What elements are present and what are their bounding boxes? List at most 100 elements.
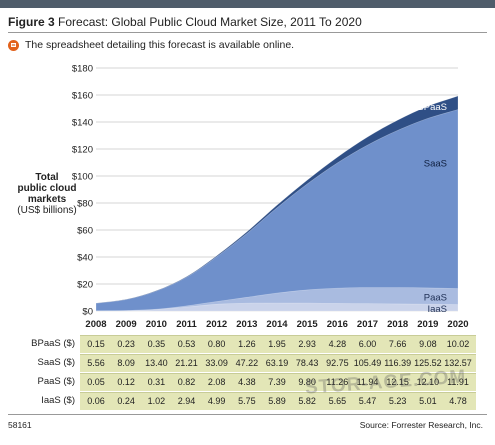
table-cell: 10.02 [446,339,470,349]
table-cell: 4.28 [328,339,347,349]
table-cell: 92.75 [326,358,349,368]
row-label-saas: SaaS ($) [37,357,76,368]
y-tick-label-9: $180 [72,64,93,75]
saas-series-label: SaaS [424,159,447,170]
year-label-2018: 2018 [387,319,409,330]
y-tick-label-4: $80 [77,199,93,210]
table-cell: 7.66 [388,339,407,349]
table-cell: 9.08 [419,339,437,349]
table-cell: 5.47 [358,396,377,406]
table-cell: 13.40 [145,358,168,368]
table-cell: 11.94 [356,377,379,387]
row-label-iaas: IaaS ($) [41,395,75,406]
table-cell: 7.39 [268,377,286,387]
year-label-2020: 2020 [447,319,469,330]
table-row-bpaas: BPaaS ($) 0.15 0.23 0.35 0.53 0.80 1.26 1.95 2.9… [0,335,495,353]
y-tick-layer: $0 $20 $40 $60 $80 $100 $120 $140 $160 $180 [72,64,93,318]
table-cell: 125.52 [414,358,442,368]
bpaas-series-label: BPaaS [417,102,447,113]
figure-title: Figure 3 Forecast: Global Public Cloud M… [8,15,362,29]
table-row-iaas: IaaS ($) 0.06 0.24 1.02 2.94 4.99 5.75 5.89 5.82… [0,392,495,410]
table-cell: 47.22 [235,358,259,368]
table-cell: 11.26 [326,377,349,387]
table-cell: 1.02 [147,396,166,406]
table-cell: 0.15 [87,339,105,349]
table-cell: 5.75 [238,396,256,406]
year-label-2010: 2010 [145,319,167,330]
table-cell: 5.56 [87,358,105,368]
year-label-2009: 2009 [115,319,137,330]
table-cell: 2.08 [207,377,226,387]
table-cell: 5.65 [328,396,347,406]
year-label-2016: 2016 [326,319,348,330]
figure-id: 58161 [8,420,32,430]
table-cell: 11.91 [447,377,469,387]
row-label-paas: PaaS ($) [37,376,76,387]
y-tick-label-7: $140 [72,118,93,129]
area-layer [95,95,459,312]
table-cell: 105.49 [353,358,382,368]
y-axis-label-line-2: public cloud [17,183,77,194]
year-label-2017: 2017 [356,319,379,330]
table-cell: 0.24 [117,396,135,406]
table-cell: 6.00 [358,339,377,349]
year-label-2014: 2014 [266,319,288,330]
table-cell: 0.53 [177,339,196,349]
title-divider [8,32,487,33]
year-label-2008: 2008 [85,319,107,330]
table-cell: 33.09 [205,358,228,368]
y-tick-label-0: $0 [82,307,93,318]
table-cell: 12.15 [386,377,409,387]
table-cell: 116.39 [384,358,412,368]
table-cell: 2.93 [298,339,316,349]
y-tick-label-8: $160 [72,91,93,102]
year-label-2012: 2012 [206,319,228,330]
y-axis-label-line-4: (US$ billions) [17,205,77,216]
year-label-2019: 2019 [417,319,439,330]
y-tick-label-5: $100 [72,172,93,183]
table-cell: 0.82 [177,377,196,387]
table-cell: 132.57 [444,358,472,368]
table-cell: 1.26 [238,339,256,349]
table-cell: 21.21 [175,358,198,368]
table-row-saas: SaaS ($) 5.56 8.09 13.40 21.21 33.09 47.22 63.1… [0,354,495,372]
year-label-2015: 2015 [296,319,318,330]
year-label-2013: 2013 [236,319,258,330]
figure-label: Figure 3 [8,15,55,29]
table-row-paas: PaaS ($) 0.05 0.12 0.31 0.82 2.08 4.38 7.39 9.80… [0,373,495,391]
table-cell: 5.01 [419,396,437,406]
y-axis-label-line-3: markets [27,194,67,205]
y-tick-label-2: $40 [77,253,93,264]
header-bar [0,0,495,8]
figure-title-text: Forecast: Global Public Cloud Market Siz… [58,15,362,29]
table-cell: 0.80 [207,339,226,349]
spreadsheet-link-icon[interactable] [8,39,19,51]
row-cells-bpaas: 0.15 0.23 0.35 0.53 0.80 1.26 1.95 2.93 4.28 6.00… [80,335,476,353]
table-cell: 8.09 [117,358,135,368]
table-cell: 4.78 [449,396,467,406]
table-cell: 5.23 [388,396,407,406]
table-cell: 1.95 [268,339,286,349]
table-cell: 5.89 [268,396,286,406]
row-cells-paas: 0.05 0.12 0.31 0.82 2.08 4.38 7.39 9.80 11.26 11.… [80,373,476,391]
row-label-bpaas: BPaaS ($) [31,338,75,349]
table-cell: 0.05 [87,377,105,387]
table-cell: 9.80 [298,377,316,387]
table-cell: 12.10 [416,377,440,387]
year-label-2011: 2011 [176,319,197,330]
spreadsheet-note[interactable]: The spreadsheet detailing this forecast … [8,39,294,51]
table-cell: 0.23 [117,339,135,349]
saas-area [95,109,459,312]
table-cell: 4.38 [238,377,256,387]
iaas-area [95,302,459,312]
row-cells-iaas: 0.06 0.24 1.02 2.94 4.99 5.75 5.89 5.82 5.65 5.47… [80,392,476,410]
paas-series-label: PaaS [424,292,447,303]
y-axis-label: Total public cloud markets (US$ billions… [6,172,88,216]
iaas-series-label: IaaS [427,304,447,315]
table-cell: 78.43 [295,358,319,368]
y-tick-label-3: $60 [77,226,93,237]
source-credit: Source: Forrester Research, Inc. [359,420,483,430]
table-cell: 2.94 [177,396,196,406]
